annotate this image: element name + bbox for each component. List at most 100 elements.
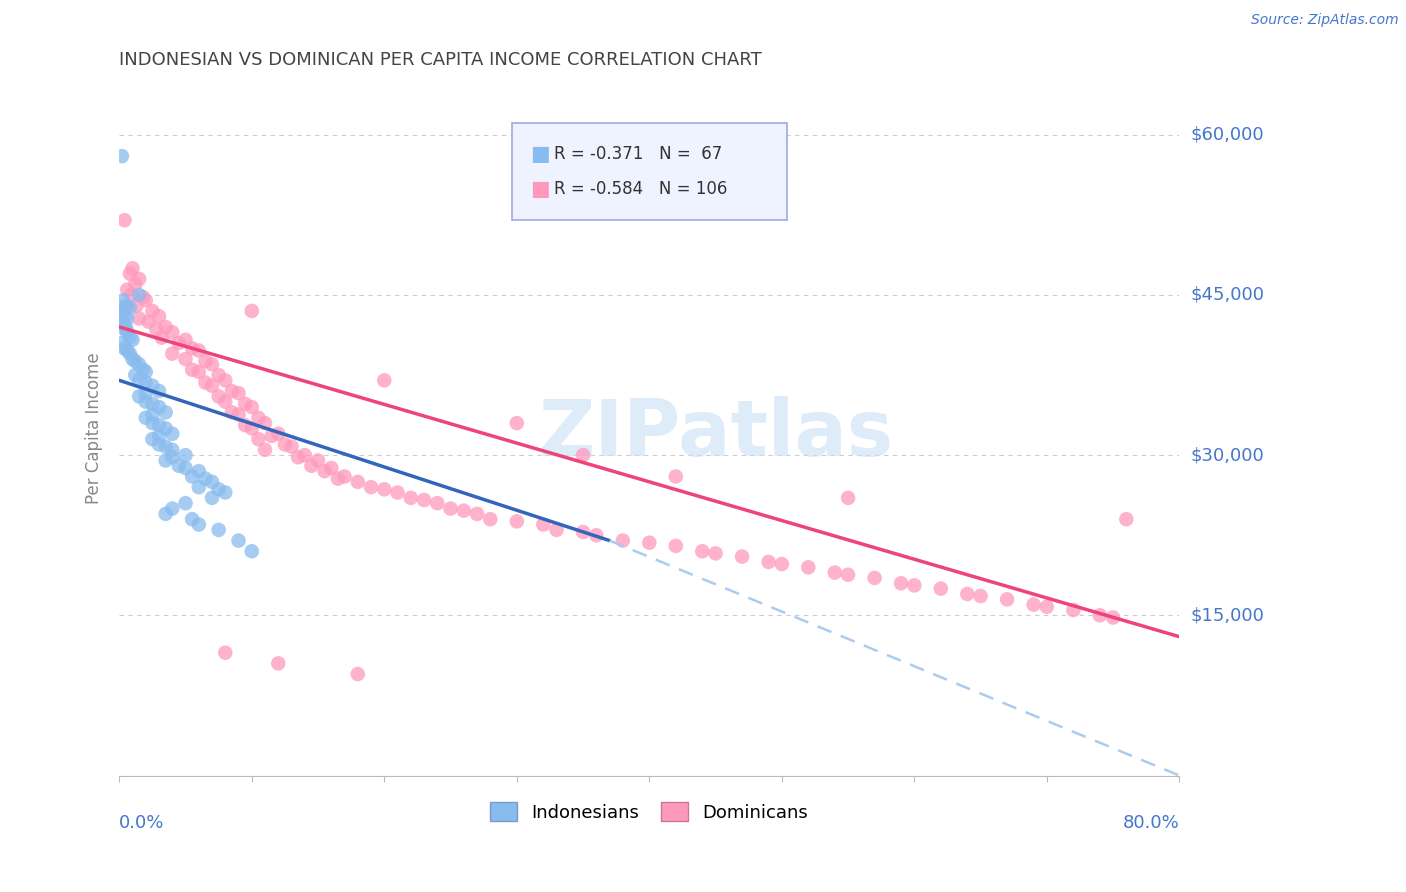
Point [111,149,134,163]
Point [162,501,184,516]
Point [890,576,912,591]
Point [167,458,190,473]
Point [314,464,336,478]
Point [148,437,170,451]
Point [346,667,368,681]
Point [333,469,356,483]
Point [162,442,184,457]
Point [228,533,250,548]
Point [1088,608,1111,623]
Point [187,464,209,478]
Point [280,440,302,454]
Point [135,394,157,409]
Point [453,503,475,517]
Point [125,299,148,313]
Point [111,304,134,318]
Point [167,336,190,351]
Point [174,351,197,366]
Point [233,397,256,411]
Point [128,389,150,403]
Point [118,346,141,360]
Point [1036,599,1059,614]
Point [208,523,231,537]
Point [572,448,595,462]
Point [387,485,409,500]
Point [148,384,170,398]
Point [135,365,157,379]
Point [413,493,436,508]
Point [162,450,184,465]
Point [995,592,1018,607]
Point [638,535,661,549]
Point [585,528,607,542]
Point [326,472,349,486]
Point [612,533,634,548]
Point [124,354,146,368]
Point [118,267,141,281]
Point [141,378,163,392]
Point [531,517,554,532]
Point [174,496,197,510]
Point [141,408,163,422]
Point [837,491,859,505]
Point [208,389,231,403]
Point [240,544,263,558]
Text: 80.0%: 80.0% [1122,814,1180,832]
Point [221,405,243,419]
Point [797,560,820,574]
Point [373,483,395,497]
Point [120,288,142,302]
Point [824,566,846,580]
Point [233,418,256,433]
Point [121,351,143,366]
Point [135,410,157,425]
Point [194,354,217,368]
Point [148,418,170,433]
Point [124,277,146,292]
Point [208,368,231,382]
Text: 0.0%: 0.0% [120,814,165,832]
Point [240,400,263,414]
Point [162,346,184,360]
Point [214,373,236,387]
Point [115,320,138,334]
Point [201,475,224,489]
Point [155,320,177,334]
Text: $30,000: $30,000 [1191,446,1264,464]
Point [439,501,461,516]
Point [112,315,135,329]
Point [201,378,224,392]
Point [187,365,209,379]
Point [321,461,343,475]
Point [128,357,150,371]
Point [114,322,136,336]
Point [138,315,160,329]
Point [114,342,136,356]
Point [181,342,204,356]
Point [181,512,204,526]
Point [115,283,138,297]
Point [135,293,157,308]
Point [115,301,138,315]
Point [240,304,263,318]
Point [665,469,688,483]
Point [187,343,209,358]
Point [287,450,309,465]
Point [150,331,173,345]
Point [155,453,177,467]
Point [155,421,177,435]
Point [187,517,209,532]
Point [267,426,290,441]
Point [506,416,529,430]
Point [1115,512,1137,526]
Text: ■: ■ [530,145,550,164]
Point [731,549,754,564]
Point [506,514,529,528]
Point [247,410,270,425]
Point [201,491,224,505]
Point [181,362,204,376]
Point [956,587,979,601]
Point [155,440,177,454]
Point [174,448,197,462]
Point [174,461,197,475]
